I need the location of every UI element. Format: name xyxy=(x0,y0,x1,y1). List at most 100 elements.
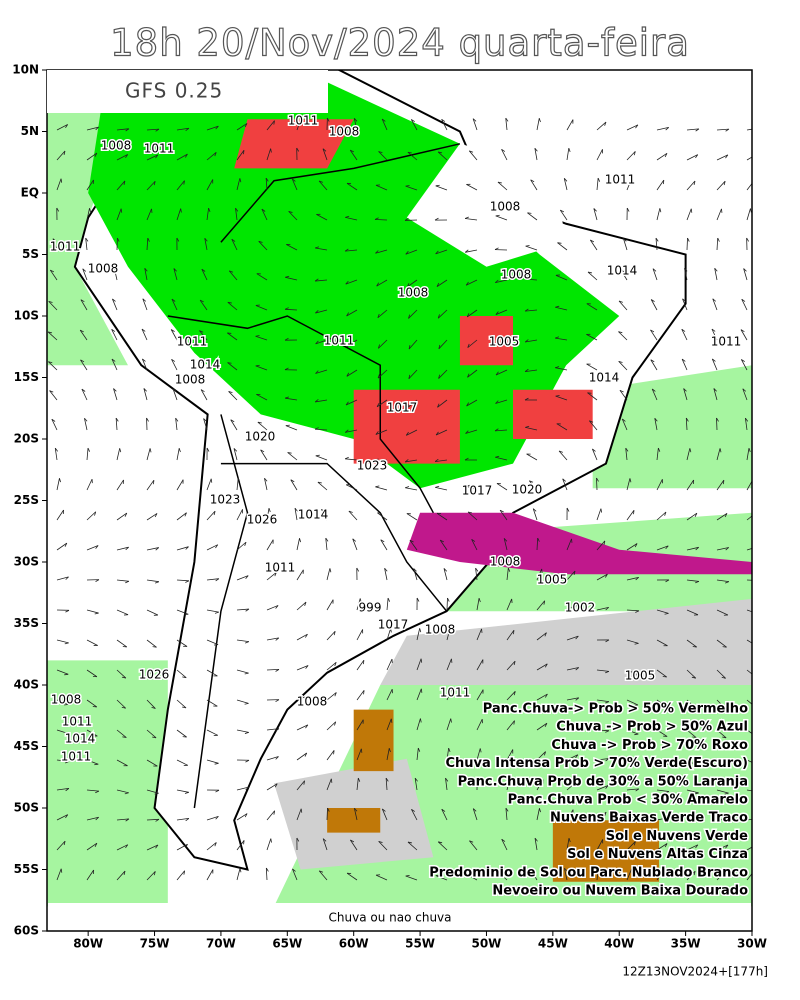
wind-arrow-head xyxy=(655,237,659,242)
wind-arrow xyxy=(716,448,721,461)
wind-arrow xyxy=(176,512,187,521)
wind-arrow xyxy=(534,838,538,851)
wind-arrow xyxy=(375,874,388,881)
wind-arrow xyxy=(437,151,448,161)
wind-arrow xyxy=(206,869,214,881)
wind-arrow xyxy=(505,118,508,131)
wind-arrow-head xyxy=(590,239,595,243)
wind-arrow xyxy=(716,128,729,131)
wind-arrow xyxy=(525,369,538,373)
wind-arrow-head xyxy=(499,509,504,513)
wind-arrow xyxy=(356,659,365,671)
wind-arrow xyxy=(566,148,570,161)
wind-arrow-head xyxy=(725,581,730,584)
wind-arrow-head xyxy=(94,511,97,516)
wind-arrow-head xyxy=(94,152,98,157)
wind-arrow xyxy=(467,511,478,521)
wind-arrow-head xyxy=(215,816,219,820)
wind-arrow-head xyxy=(244,732,249,734)
wind-arrow xyxy=(746,846,752,851)
wind-arrow xyxy=(56,699,69,705)
wind-arrow xyxy=(466,183,478,191)
wind-arrow-head xyxy=(94,612,99,615)
wind-arrow xyxy=(345,458,358,461)
wind-arrow xyxy=(435,249,448,255)
wind-arrow-head xyxy=(173,268,177,272)
wind-arrow xyxy=(619,390,628,401)
wind-arrow xyxy=(176,843,188,851)
wind-arrow xyxy=(326,721,336,731)
wind-arrow-head xyxy=(505,117,509,122)
wind-arrow-head xyxy=(754,180,755,184)
wind-arrow xyxy=(558,450,568,461)
wind-arrow xyxy=(596,508,602,521)
wind-arrow xyxy=(294,508,298,521)
wind-arrow-head xyxy=(513,661,516,666)
wind-arrow-head xyxy=(231,238,236,242)
wind-arrow-head xyxy=(665,579,670,583)
wind-arrow xyxy=(141,358,148,371)
wind-arrow-head xyxy=(345,280,349,285)
wind-arrow-head xyxy=(413,568,417,572)
wind-arrow-head xyxy=(215,578,220,582)
wind-arrow xyxy=(435,875,448,881)
wind-arrow xyxy=(587,392,598,401)
wind-arrow-head xyxy=(650,329,655,333)
wind-arrow-head xyxy=(544,751,546,756)
wind-arrow xyxy=(506,720,515,731)
wind-arrow-head xyxy=(329,568,332,573)
wind-arrow-head xyxy=(227,301,232,304)
wind-arrow xyxy=(380,539,388,551)
wind-arrow-head xyxy=(125,546,129,551)
isobar-label: 1008 xyxy=(490,555,521,569)
wind-arrow xyxy=(587,271,598,281)
wind-arrow xyxy=(326,661,337,671)
wind-arrow xyxy=(413,568,418,581)
wind-arrow xyxy=(176,669,187,679)
wind-arrow xyxy=(116,546,129,551)
border xyxy=(220,143,461,243)
wind-arrow xyxy=(472,118,478,131)
wind-arrow-head xyxy=(155,154,159,159)
rain-purple xyxy=(406,512,752,575)
wind-arrow-head xyxy=(239,178,242,183)
wind-arrow xyxy=(255,335,268,341)
wind-arrow xyxy=(345,429,358,433)
wind-arrow xyxy=(113,268,118,281)
wind-arrow-head xyxy=(233,448,238,452)
wind-arrow-head xyxy=(152,736,157,739)
wind-arrow-head xyxy=(752,677,756,678)
legend-item: Sol e Nuvens Altas Cinza xyxy=(567,847,748,862)
wind-arrow xyxy=(476,748,481,761)
wind-arrow-head xyxy=(123,870,126,876)
wind-arrow xyxy=(650,299,658,311)
wind-arrow-head xyxy=(141,328,146,332)
isobar-label: 1008 xyxy=(88,262,119,276)
wind-arrow xyxy=(206,669,218,677)
wind-arrow xyxy=(265,178,268,191)
wind-arrow-head xyxy=(227,332,232,334)
wind-arrow-head xyxy=(243,840,245,845)
wind-arrow-head xyxy=(48,361,53,364)
wind-arrow-head xyxy=(544,723,548,727)
wind-arrow xyxy=(686,870,696,881)
wind-arrow xyxy=(176,870,185,881)
wind-arrow-head xyxy=(408,345,411,350)
wind-arrow xyxy=(116,699,126,709)
ocean-shade xyxy=(592,365,752,489)
wind-arrow xyxy=(536,693,548,701)
wind-arrow xyxy=(656,545,669,551)
wind-arrow-head xyxy=(274,572,277,577)
wind-arrow xyxy=(56,509,64,521)
wind-arrow xyxy=(495,279,508,284)
wind-arrow xyxy=(686,844,698,851)
wind-arrow xyxy=(206,842,217,851)
wind-arrow-head xyxy=(350,839,355,843)
wind-arrow xyxy=(173,268,178,281)
wind-arrow xyxy=(556,423,568,431)
wind-arrow xyxy=(82,268,88,281)
wind-arrow xyxy=(377,369,388,379)
wind-arrow xyxy=(170,329,178,341)
wind-arrow-head xyxy=(230,419,235,423)
isobar-label: 1008 xyxy=(297,695,328,709)
